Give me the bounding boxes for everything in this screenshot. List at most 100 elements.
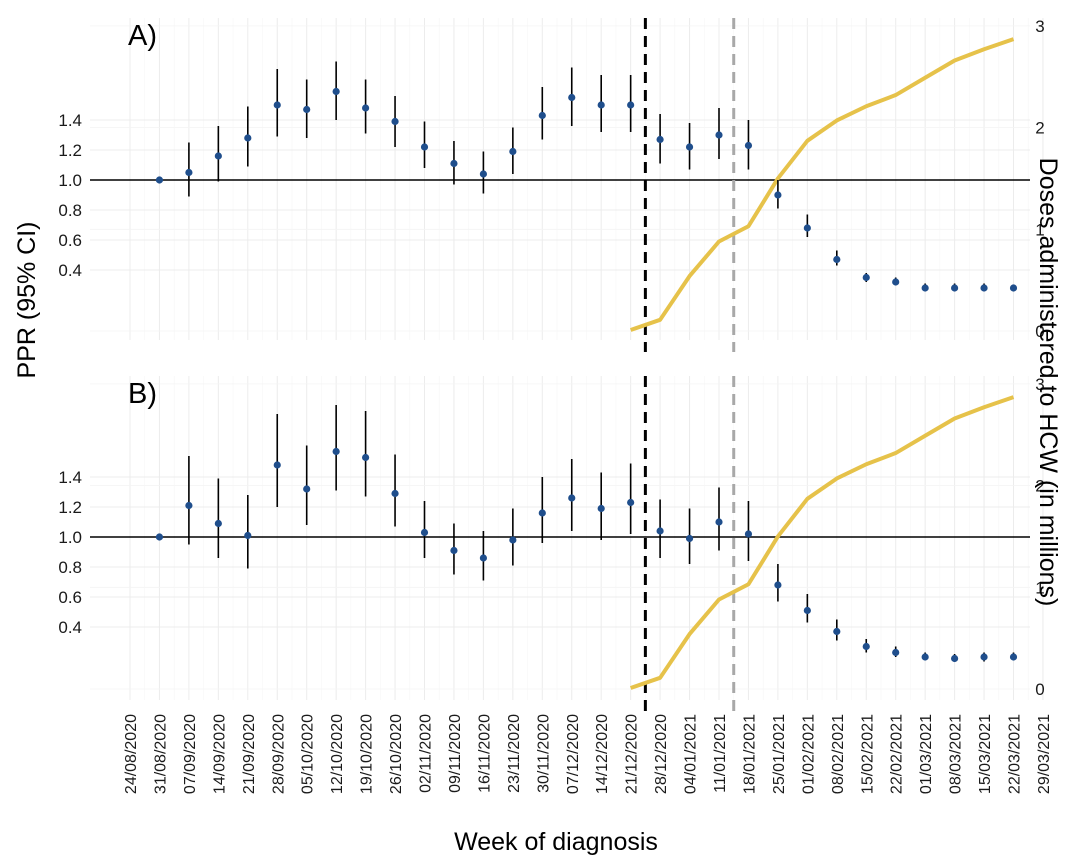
x-tick-label: 28/12/2020 [653,714,670,794]
ppr-point [362,104,370,112]
x-axis-title: Week of diagnosis [454,828,658,855]
x-tick-label: 21/12/2020 [624,714,641,794]
ppr-point [685,534,694,543]
ppr-point [951,654,959,663]
ppr-point [1009,284,1018,292]
y-tick-label: 1.4 [58,111,82,130]
ppr-point [892,648,900,657]
x-tick-label: 08/03/2021 [948,714,965,794]
x-tick-label: 31/08/2020 [152,714,169,794]
x-tick-label: 19/10/2020 [359,714,376,794]
y2-tick-label: 3 [1035,17,1044,36]
x-tick-label: 07/12/2020 [565,714,582,794]
ppr-point [185,501,193,510]
x-tick-label: 15/02/2021 [859,714,876,794]
ppr-point [450,546,458,555]
ppr-point [214,152,222,160]
y2-tick-label: 0 [1035,322,1044,341]
x-tick-label: 23/11/2020 [506,714,523,793]
ppr-point [332,447,340,456]
ppr-point [420,143,429,151]
ppr-point [155,176,164,184]
y2-tick-label: 3 [1035,375,1044,394]
y-tick-label: 0.6 [58,588,82,607]
x-tick-label: 24/08/2020 [123,714,140,794]
ppr-point [627,498,635,507]
doses-line [629,395,1015,690]
x-tick-label: 26/10/2020 [388,714,405,794]
ppr-point [685,143,694,151]
ppr-point [214,519,222,528]
ppr-point [862,642,870,651]
ppr-point [921,653,929,661]
y-tick-label: 0.4 [58,261,82,280]
x-tick-label: 14/09/2020 [211,714,228,794]
ppr-point [185,168,193,177]
ppr-point [273,101,281,109]
ppr-point [1009,653,1018,661]
x-tick-label: 18/01/2021 [741,714,758,794]
ppr-point [568,93,576,102]
ppr-point [597,101,605,109]
ppr-point [303,485,311,493]
ppr-point [420,528,429,537]
y2-tick-label: 0 [1035,680,1044,699]
ppr-point [597,504,605,513]
y-tick-label: 0.6 [58,231,82,250]
y2-tick-label: 1 [1035,220,1044,239]
ppr-point [980,653,988,661]
ppr-point [450,159,458,168]
panel-label: A) [128,20,157,52]
ppr-point [715,131,723,139]
ppr-point [509,536,517,544]
y-axis-title: PPR (95% CI) [13,222,41,379]
grid [90,376,1044,700]
panel-b: 0.4 0.6 0.8 1.0 1.2 1.4 0 1 2 3 B) [58,375,1045,712]
x-tick-label: 01/03/2021 [918,714,935,794]
x-tick-label: 14/12/2020 [594,714,611,794]
y-tick-label: 0.8 [58,558,82,577]
x-tick-label: 29/03/2021 [1036,714,1053,794]
y2-tick-label: 2 [1035,119,1044,138]
ppr-point [951,284,959,292]
x-tick-label: 12/10/2020 [329,714,346,794]
ppr-point [774,581,782,589]
x-tick-label: 16/11/2020 [476,714,493,793]
ppr-point [715,518,723,526]
y-tick-label: 0.8 [58,201,82,220]
x-tick-label: 09/11/2020 [447,714,464,793]
ppr-point [273,461,281,469]
ppr-point [332,87,340,96]
ppr-point [568,494,576,502]
y2-tick-label: 2 [1035,477,1044,496]
ppr-point [774,191,782,199]
ppr-point [244,134,252,142]
x-tick-label: 28/09/2020 [270,714,287,794]
x-tick-label: 08/02/2021 [830,714,847,794]
ppr-point [892,278,900,286]
ppr-point [921,284,929,292]
grid [90,18,1044,340]
y-tick-label: 1.2 [58,141,82,160]
ppr-point [744,530,753,538]
ppr-point [479,170,487,178]
ppr-point [656,135,664,144]
x-tick-label: 25/01/2021 [771,714,788,794]
panel-label: B) [128,378,157,410]
ppr-point [538,509,546,517]
panel-a: 0.4 0.6 0.8 1.0 1.2 1.4 0 1 2 3 A) [58,17,1045,352]
ppr-point [656,527,664,535]
ppr-point [244,531,252,540]
x-tick-label: 22/02/2021 [889,714,906,794]
ppr-point [509,147,517,156]
ppr-point [479,554,487,562]
ppr-point [362,453,370,462]
y-tick-label: 1.4 [58,468,82,487]
x-tick-label: 05/10/2020 [300,714,317,794]
x-tick-label: 07/09/2020 [182,714,199,794]
y-tick-label: 1.0 [58,171,82,190]
ppr-point [980,284,988,292]
ppr-point [744,141,753,150]
y-tick-label: 1.0 [58,528,82,547]
